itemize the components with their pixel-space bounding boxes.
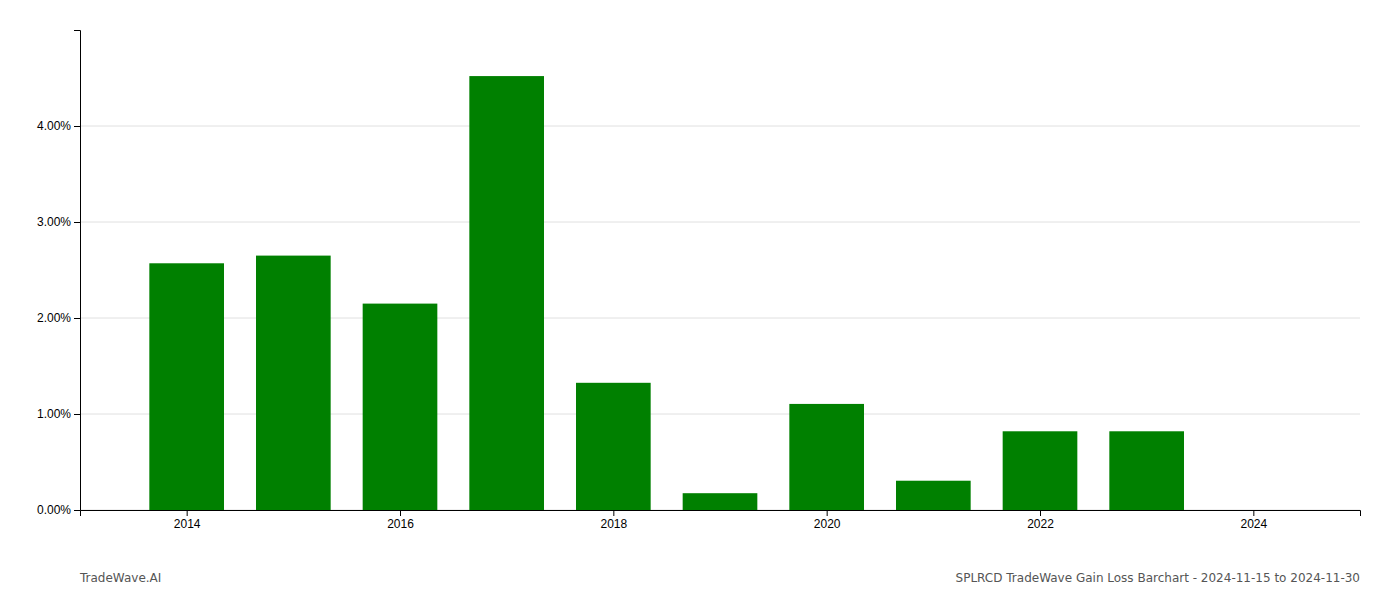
y-tick-mark — [74, 318, 80, 319]
bar — [149, 263, 224, 510]
x-tick: 2014 — [174, 510, 201, 531]
y-tick-label: 3.00% — [37, 215, 71, 229]
x-tick: 2016 — [387, 510, 414, 531]
y-tick: 1.00% — [37, 407, 80, 421]
x-tick: 2024 — [1240, 510, 1267, 531]
y-tick: 2.00% — [37, 311, 80, 325]
x-tick: 2022 — [1027, 510, 1054, 531]
y-tick: 3.00% — [37, 215, 80, 229]
y-tick-mark — [74, 510, 80, 511]
x-tick-label: 2014 — [174, 517, 201, 531]
bars — [149, 76, 1184, 510]
bar — [256, 256, 331, 510]
x-tick-label: 2020 — [814, 517, 841, 531]
chart: 2014 2016 2018 2020 2022 2024 0.00% 1.00% 2.00% 3… — [0, 0, 1400, 600]
bar — [789, 404, 864, 510]
y-tick-mark — [74, 222, 80, 223]
x-tick-mark — [1253, 510, 1254, 516]
grid-line — [80, 126, 1360, 127]
y-tick-label: 1.00% — [37, 407, 71, 421]
texts: TradeWave.AI SPLRCD TradeWave Gain Loss B… — [79, 571, 1360, 585]
y-tick: 0.00% — [37, 503, 80, 517]
bar — [363, 304, 438, 510]
bar — [896, 481, 971, 510]
x-axis: 2014 2016 2018 2020 2022 2024 — [81, 510, 1361, 531]
bar — [1003, 431, 1078, 510]
y-tick-label: 2.00% — [37, 311, 71, 325]
title: SPLRCD TradeWave Gain Loss Barchart - 20… — [956, 571, 1360, 585]
annotation: TradeWave.AI — [79, 571, 161, 585]
bar — [576, 383, 651, 510]
x-tick-mark — [187, 510, 188, 516]
y-axis: 0.00% 1.00% 2.00% 3.00% 4.00% — [37, 31, 81, 518]
y-tick-label: 0.00% — [37, 503, 71, 517]
x-tick-mark — [1040, 510, 1041, 516]
x-tick-mark — [827, 510, 828, 516]
x-tick-mark — [613, 510, 614, 516]
x-axis-line — [81, 511, 1361, 517]
x-tick-label: 2016 — [387, 517, 414, 531]
x-tick-label: 2018 — [600, 517, 627, 531]
bar — [1109, 431, 1184, 510]
x-tick-label: 2024 — [1240, 517, 1267, 531]
y-tick: 4.00% — [37, 119, 80, 133]
grid-line — [80, 222, 1360, 223]
y-axis-line — [74, 31, 81, 511]
grid — [80, 126, 1360, 510]
plot-area: 2014 2016 2018 2020 2022 2024 0.00% 1.00% 2.00% 3… — [37, 31, 1361, 531]
bar — [683, 493, 758, 510]
y-tick-mark — [74, 126, 80, 127]
x-tick: 2018 — [600, 510, 627, 531]
x-tick-mark — [400, 510, 401, 516]
y-tick-mark — [74, 414, 80, 415]
bar — [469, 76, 544, 510]
x-tick-label: 2022 — [1027, 517, 1054, 531]
x-tick: 2020 — [814, 510, 841, 531]
y-tick-label: 4.00% — [37, 119, 71, 133]
